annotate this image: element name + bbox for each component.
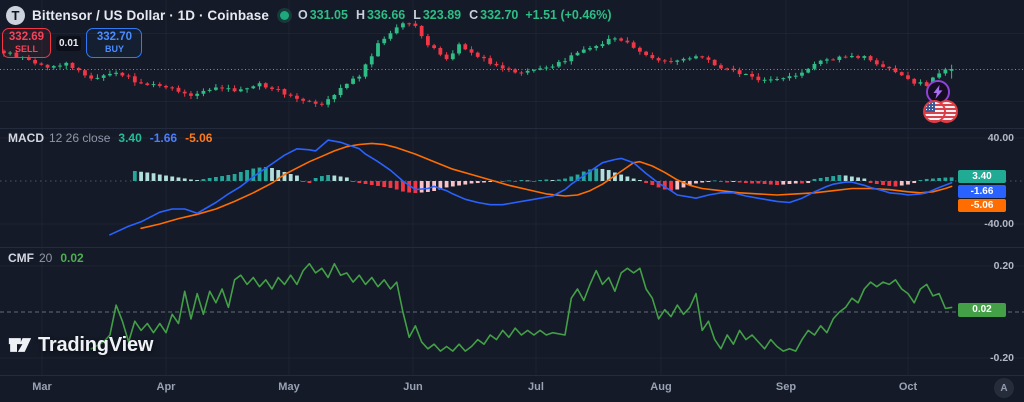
auto-scale-button[interactable]: A <box>994 378 1014 398</box>
macd-signal-value: -5.06 <box>185 131 213 145</box>
buy-price: 332.70 <box>96 30 133 43</box>
high-value: 336.66 <box>366 8 406 22</box>
time-axis-month[interactable]: Mar <box>32 381 52 393</box>
time-axis-month[interactable]: Oct <box>898 381 918 393</box>
low-value: 323.89 <box>422 8 462 22</box>
cmf-axis-min: -0.20 <box>990 352 1014 364</box>
cmf-panel <box>0 247 1024 375</box>
low-label: L <box>413 8 421 22</box>
time-axis[interactable]: A Mar Apr May Jun Jul Aug Sep Oct <box>0 375 1024 402</box>
buy-label: BUY <box>104 44 124 55</box>
sell-price: 332.69 <box>8 30 45 43</box>
tradingview-logo[interactable]: TradingView <box>8 333 153 357</box>
cmf-badge: 0.02 <box>958 303 1006 317</box>
flag-canton <box>925 102 935 112</box>
cmf-params: 20 <box>39 251 53 265</box>
currency-pair-flags-icon[interactable] <box>923 100 959 125</box>
time-axis-month[interactable]: Jul <box>528 381 544 393</box>
symbol-title[interactable]: Bittensor / US Dollar · 1D · Coinbase <box>32 7 269 23</box>
macd-panel <box>0 128 1024 247</box>
macd-line-badge: -1.66 <box>958 184 1006 198</box>
cmf-axis-max: 0.20 <box>993 260 1014 272</box>
macd-signal-badge: -5.06 <box>958 199 1006 212</box>
macd-params: 12 26 close <box>49 131 111 145</box>
cmf-chart-canvas[interactable] <box>0 247 1024 375</box>
macd-axis-min: -40.00 <box>984 218 1014 230</box>
macd-axis-max: 40.00 <box>987 132 1014 144</box>
lightning-icon <box>933 85 943 99</box>
sell-label: SELL <box>14 44 38 55</box>
cmf-title[interactable]: CMF <box>8 251 34 265</box>
time-axis-month[interactable]: May <box>278 381 300 393</box>
macd-chart-canvas[interactable] <box>0 128 1024 247</box>
time-axis-separator <box>0 375 1024 376</box>
open-value: 331.05 <box>309 8 348 22</box>
cmf-value: 0.02 <box>60 251 84 265</box>
sell-button[interactable]: 332.69 SELL <box>2 28 51 58</box>
macd-line-value: -1.66 <box>149 131 178 145</box>
buy-button[interactable]: 332.70 BUY <box>86 28 143 58</box>
tradingview-logo-icon <box>8 338 32 352</box>
spread-value: 0.01 <box>56 35 82 51</box>
time-axis-month[interactable]: Sep <box>775 381 797 393</box>
time-axis-month[interactable]: Apr <box>156 381 176 393</box>
cmf-legend[interactable]: CMF 20 0.02 <box>8 251 84 265</box>
time-axis-month[interactable]: Jun <box>403 381 423 393</box>
order-widget: 332.69 SELL 0.01 332.70 BUY <box>2 28 143 58</box>
macd-hist-value: 3.40 <box>118 131 142 145</box>
high-label: H <box>355 8 365 22</box>
time-axis-month[interactable]: Aug <box>650 381 672 393</box>
symbol-logo[interactable]: T <box>6 5 25 25</box>
macd-legend[interactable]: MACD 12 26 close 3.40 -1.66 -5.06 <box>8 131 212 145</box>
chart-header: T Bittensor / US Dollar · 1D · Coinbase … <box>6 5 612 25</box>
open-label: O <box>297 8 308 22</box>
market-status-dot-icon[interactable] <box>279 10 289 20</box>
price-chart-canvas[interactable] <box>0 0 1024 128</box>
panel-separator[interactable] <box>0 128 1024 129</box>
panel-separator[interactable] <box>0 247 1024 248</box>
macd-hist-badge: 3.40 <box>958 170 1006 183</box>
change-value: +1.51 (+0.46%) <box>525 8 612 22</box>
usd-flag-coin-front <box>923 100 946 123</box>
tradingview-logo-text: TradingView <box>38 333 154 356</box>
macd-title[interactable]: MACD <box>8 131 44 145</box>
price-panel <box>0 0 1024 128</box>
close-value: 332.70 <box>480 8 519 22</box>
ohlc-values: O 331.05 H 336.66 L 323.89 C 332.70 +1.5… <box>298 8 612 22</box>
close-label: C <box>469 8 479 22</box>
